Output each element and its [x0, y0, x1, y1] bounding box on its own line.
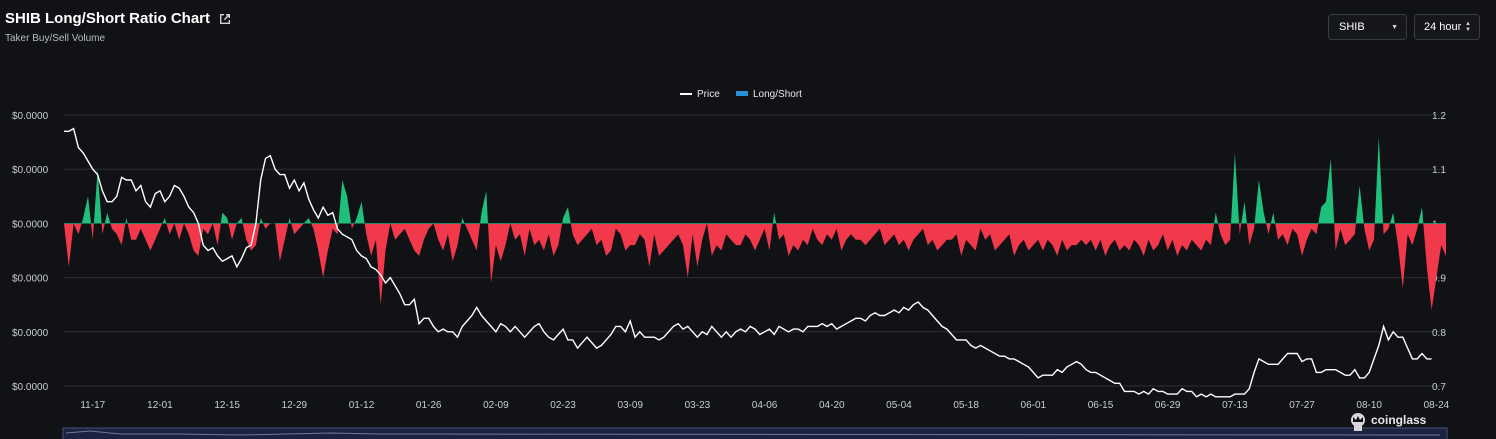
x-axis-tick: 02-09 [483, 400, 509, 411]
right-axis-tick: 0.9 [1432, 274, 1446, 285]
x-axis-tick: 08-24 [1424, 400, 1450, 411]
coinglass-wordmark: coinglass [1371, 413, 1427, 427]
right-axis-tick: 0.7 [1432, 382, 1446, 393]
right-axis-tick: 1.1 [1432, 165, 1446, 176]
left-axis-tick: $0.0000 [12, 219, 49, 230]
left-axis-tick: $0.0000 [12, 274, 49, 285]
period-select[interactable]: 24 hour ▲ ▼ [1414, 14, 1480, 40]
x-axis-tick: 01-12 [349, 400, 375, 411]
chart-header: SHIB Long/Short Ratio Chart Taker Buy/Se… [5, 10, 232, 44]
x-axis-tick: 06-01 [1021, 400, 1047, 411]
updown-chevron-icon: ▲ ▼ [1465, 21, 1471, 33]
x-axis-tick: 01-26 [416, 400, 442, 411]
x-axis-tick: 03-23 [685, 400, 711, 411]
left-axis-tick: $0.0000 [12, 382, 49, 393]
legend-price[interactable]: Price [697, 89, 720, 100]
legend-long-short-swatch [736, 91, 748, 96]
x-axis-tick: 07-13 [1222, 400, 1248, 411]
page-subtitle: Taker Buy/Sell Volume [5, 33, 106, 44]
chart-legend: Price Long/Short [680, 89, 802, 100]
x-axis-tick: 04-06 [752, 400, 778, 411]
external-link-icon[interactable] [218, 12, 232, 26]
chart-controls: SHIB ▼ 24 hour ▲ ▼ [1328, 14, 1480, 40]
coin-select[interactable]: SHIB ▼ [1328, 14, 1407, 40]
x-axis-tick: 02-23 [550, 400, 576, 411]
left-axis-tick: $0.0000 [12, 111, 49, 122]
coinglass-watermark: coinglass [1351, 413, 1427, 431]
x-axis-tick: 07-27 [1289, 400, 1315, 411]
x-axis-tick: 12-29 [282, 400, 308, 411]
long-short-areas [64, 136, 1446, 311]
x-axis-tick: 05-04 [886, 400, 912, 411]
range-navigator[interactable] [62, 427, 1448, 439]
price-line [64, 127, 1432, 398]
navigator-window[interactable] [62, 427, 1448, 439]
left-axis: $0.0000 $0.0000 $0.0000 $0.0000 $0.0000 $0.00… [12, 111, 49, 393]
x-axis-tick: 04-20 [819, 400, 845, 411]
legend-long-short[interactable]: Long/Short [753, 89, 802, 100]
x-axis: 11-17 12-01 12-15 12-29 01-12 01-26 02-09 02-23… [80, 400, 1449, 411]
page-title: SHIB Long/Short Ratio Chart [5, 10, 210, 27]
x-axis-tick: 06-15 [1088, 400, 1114, 411]
right-axis-tick: 1.2 [1432, 111, 1446, 122]
x-axis-tick: 06-29 [1155, 400, 1181, 411]
right-axis-tick: 0.8 [1432, 328, 1446, 339]
coinglass-logo-icon [1351, 413, 1365, 431]
navigator-series [65, 430, 1441, 436]
left-axis-tick: $0.0000 [12, 165, 49, 176]
x-axis-tick: 12-15 [214, 400, 240, 411]
x-axis-tick: 05-18 [953, 400, 979, 411]
x-axis-tick: 11-17 [80, 400, 105, 411]
x-axis-tick: 08-10 [1356, 400, 1382, 411]
x-axis-tick: 12-01 [147, 400, 173, 411]
period-select-value: 24 hour [1424, 21, 1462, 33]
coin-select-value: SHIB [1339, 21, 1365, 33]
short-area [64, 224, 1446, 311]
x-axis-tick: 03-09 [617, 400, 643, 411]
caret-down-icon: ▼ [1391, 23, 1398, 31]
left-axis-tick: $0.0000 [12, 328, 49, 339]
